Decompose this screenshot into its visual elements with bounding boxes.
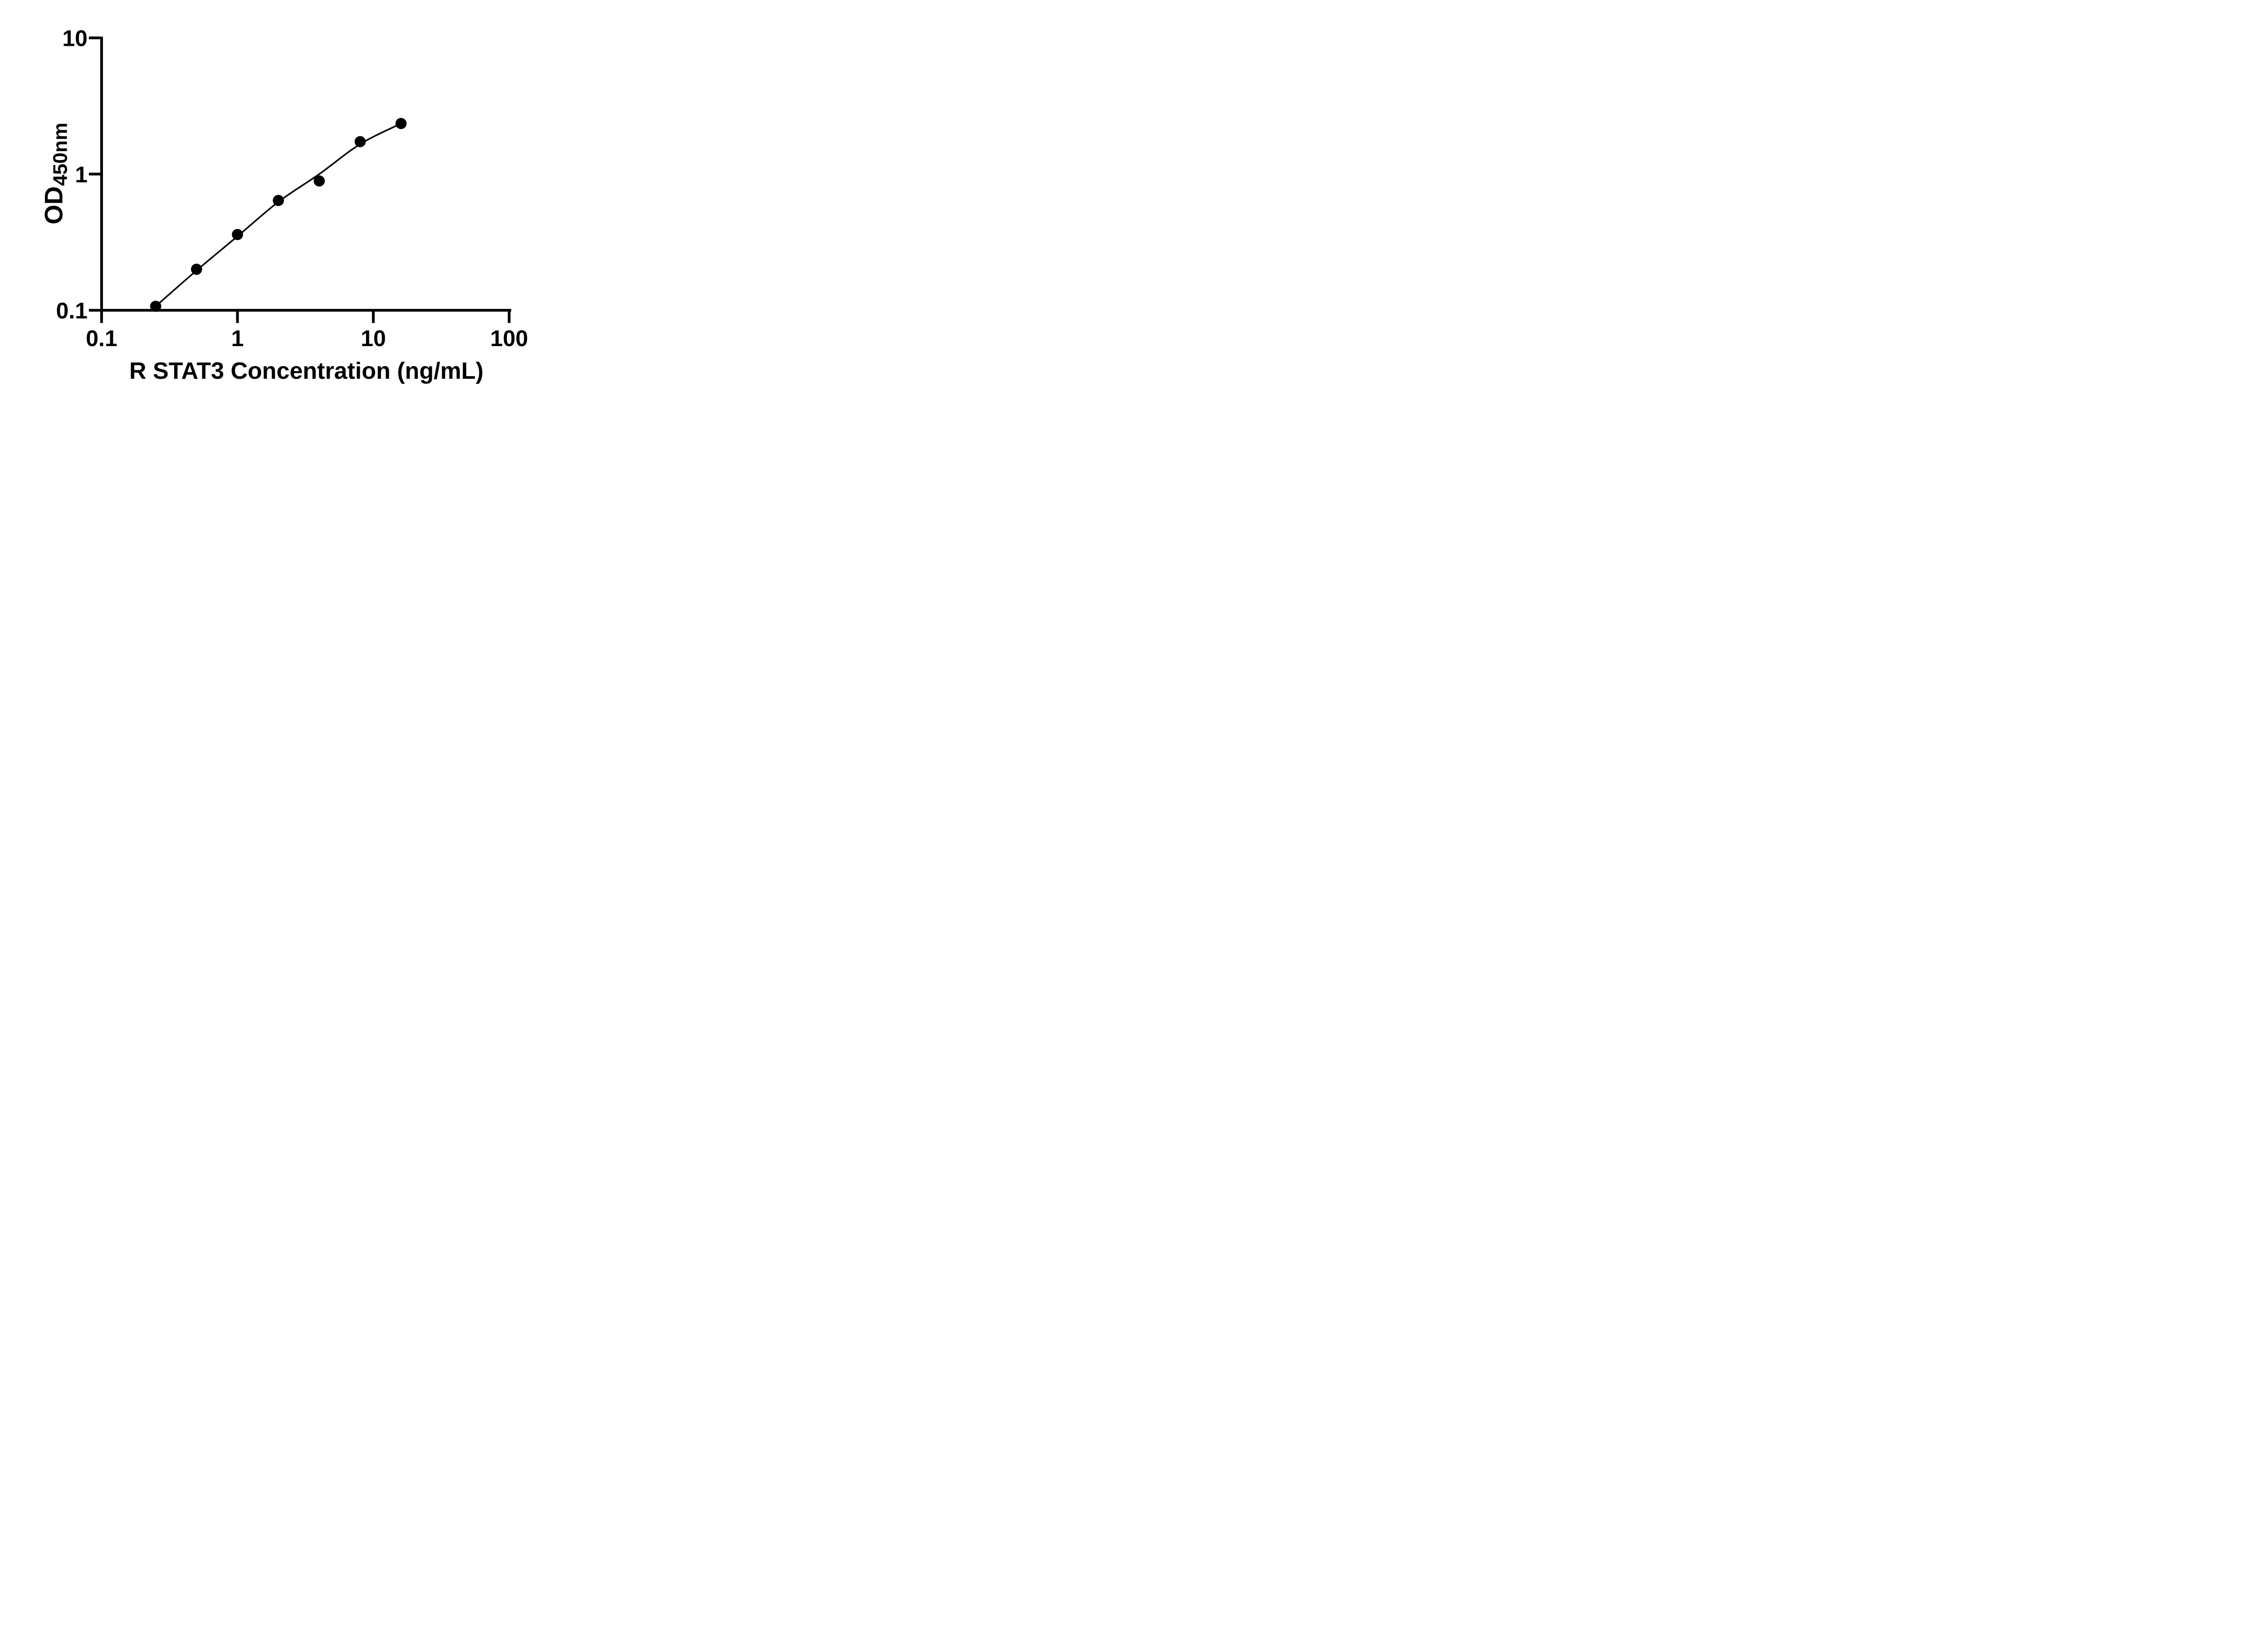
x-tick-label: 1 — [231, 326, 244, 351]
y-tick-label: 1 — [75, 162, 88, 187]
fit-curve — [155, 122, 402, 307]
y-tick-label: 0.1 — [56, 298, 88, 323]
data-point — [191, 264, 202, 275]
x-tick-label: 0.1 — [86, 326, 117, 351]
y-axis-title: OD450nm — [39, 122, 72, 225]
elisa-standard-curve-figure: 0.1 1 10 100 0.1 1 10 OD450nm R STAT3 Concentr… — [0, 0, 572, 408]
x-tick-label: 100 — [490, 326, 528, 351]
chart-canvas: 0.1 1 10 100 0.1 1 10 — [56, 26, 528, 352]
data-point — [273, 195, 284, 206]
data-point — [354, 136, 366, 147]
data-point — [150, 300, 161, 312]
x-tick-label: 10 — [361, 326, 386, 351]
x-axis-title: R STAT3 Concentration (ng/mL) — [129, 358, 484, 384]
data-point — [232, 229, 243, 240]
y-axis-title-subscript: 450nm — [49, 122, 72, 186]
data-point — [313, 175, 325, 187]
y-axis-title-base: OD — [39, 186, 68, 225]
y-tick-label: 10 — [62, 26, 88, 51]
data-point — [395, 118, 407, 129]
